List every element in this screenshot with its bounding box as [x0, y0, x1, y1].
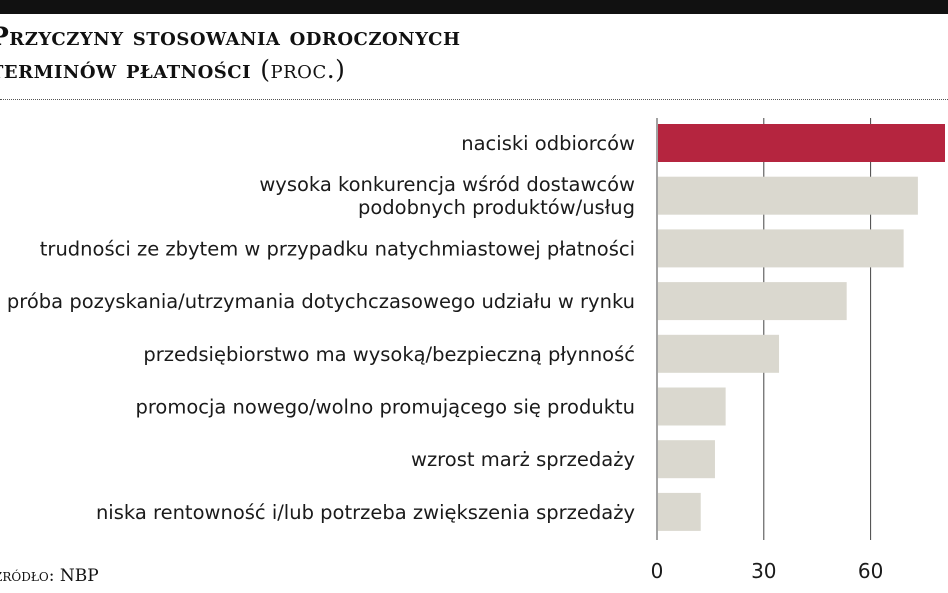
- bar-6: [658, 387, 726, 426]
- chart-title: Przyczyny stosowania odroczonych terminó…: [0, 20, 460, 86]
- bar-3: [658, 229, 904, 268]
- category-label-8: niska rentowność i/lub potrzeba zwiększe…: [96, 501, 635, 524]
- x-tick-label-0: 0: [651, 559, 664, 583]
- chart-title-line1: Przyczyny stosowania odroczonych: [0, 22, 461, 51]
- bar-2: [658, 176, 918, 215]
- x-tick-label-30: 30: [751, 559, 776, 583]
- source-note: źródło: NBP: [0, 566, 99, 586]
- category-label-6: promocja nowego/wolno promującego się pr…: [135, 396, 635, 419]
- chart-title-unit: (proc.): [260, 55, 346, 84]
- category-label-1: naciski odbiorców: [461, 132, 635, 155]
- bar-5: [658, 334, 780, 373]
- category-label-5: przedsiębiorstwo ma wysoką/bezpieczną pł…: [143, 343, 635, 366]
- category-label-2-line-2: podobnych produktów/usług: [358, 196, 635, 219]
- x-tick-label-60: 60: [858, 559, 883, 583]
- bar-4: [658, 282, 847, 321]
- bar-7: [658, 440, 715, 479]
- chart-title-line2-text: terminów płatności: [0, 55, 252, 84]
- category-label-4: próba pozyskania/utrzymania dotychczasow…: [7, 290, 635, 313]
- bar-8: [658, 492, 701, 531]
- category-label-7: wzrost marż sprzedaży: [411, 448, 635, 471]
- top-bar: [0, 0, 948, 14]
- category-label-3: trudności ze zbytem w przypadku natychmi…: [40, 237, 635, 260]
- title-divider: [0, 99, 948, 100]
- category-label-2-line-1: wysoka konkurencja wśród dostawców: [259, 173, 635, 196]
- chart-title-line2: terminów płatności (proc.): [0, 53, 460, 86]
- bar-1: [658, 124, 945, 162]
